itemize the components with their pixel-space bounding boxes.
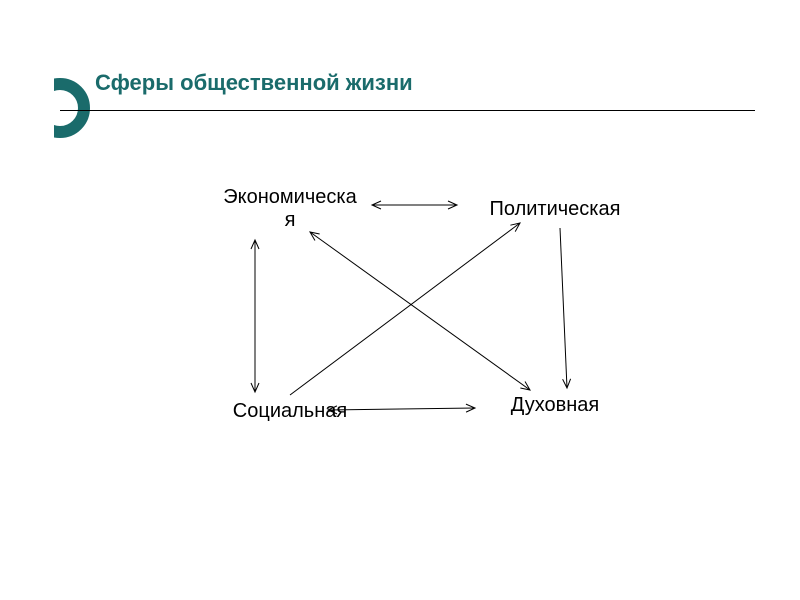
title-rule xyxy=(60,110,755,111)
node-political: Политическая xyxy=(460,198,650,221)
bullet-ring xyxy=(30,78,90,138)
slide-title: Сферы общественной жизни xyxy=(95,70,413,96)
node-spiritual: Духовная xyxy=(480,394,630,417)
slide: Сферы общественной жизни Экономическа я … xyxy=(0,0,800,600)
node-economic: Экономическа я xyxy=(195,186,385,232)
node-social: Социальная xyxy=(205,400,375,423)
